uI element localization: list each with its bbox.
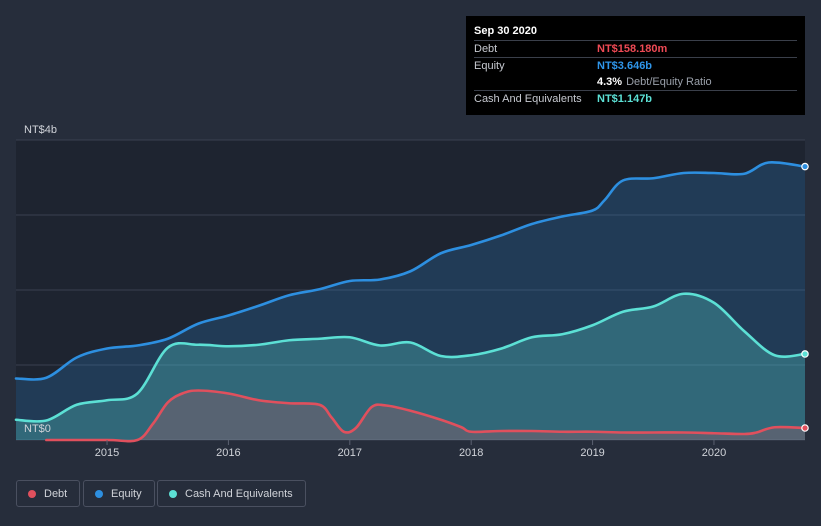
tooltip-debt-label: Debt: [474, 43, 498, 55]
legend-equity-label: Equity: [111, 487, 142, 500]
x-tick-label: 2019: [580, 447, 604, 459]
x-tick-label: 2015: [95, 447, 119, 459]
x-tick-label: 2018: [459, 447, 483, 459]
debt-end-marker: [801, 424, 809, 432]
legend-debt-label: Debt: [44, 487, 68, 500]
tooltip-ratio-label: Debt/Equity Ratio: [626, 76, 712, 88]
end-markers: [801, 162, 809, 432]
tooltip-date: Sep 30 2020: [474, 25, 537, 37]
tooltip-equity-value: NT$3.646b: [597, 60, 653, 72]
tooltip-row-debt: Debt NT$158.180m: [474, 40, 797, 57]
tooltip-cash-value: NT$1.147b: [597, 93, 653, 105]
cash-and-equivalents-area: [16, 293, 805, 440]
legend-equity[interactable]: Equity: [83, 480, 155, 507]
legend-cash-label: Cash And Equivalents: [185, 487, 293, 500]
series-layer: [14, 161, 807, 443]
tooltip-row-ratio: 4.3% Debt/Equity Ratio: [474, 74, 797, 90]
tooltip-debt-value: NT$158.180m: [597, 43, 668, 55]
equity-line: [14, 161, 807, 381]
equity-area: [16, 162, 805, 440]
tooltip-equity-label: Equity: [474, 60, 505, 72]
tooltip-row-cash: Cash And Equivalents NT$1.147b: [474, 90, 797, 107]
cash-dot-icon: [169, 489, 177, 498]
tooltip-ratio-value: 4.3%: [597, 76, 623, 88]
x-tick-label: 2020: [702, 447, 726, 459]
cash-and-equivalents-line: [14, 292, 807, 423]
x-tick-label: 2017: [338, 447, 362, 459]
legend-cash[interactable]: Cash And Equivalents: [157, 480, 306, 507]
tooltip-cash-label: Cash And Equivalents: [474, 93, 582, 105]
x-axis-ticks: 2015 2016 2017 2018 2019 2020: [95, 440, 726, 459]
y-axis-label-top: NT$4b: [24, 124, 57, 136]
debt-dot-icon: [28, 489, 36, 498]
gridlines: [16, 139, 805, 441]
debt-line: [45, 389, 807, 443]
cash-and-equivalents-end-marker: [801, 350, 809, 358]
legend-debt[interactable]: Debt: [16, 480, 81, 507]
equity-end-marker: [801, 162, 809, 171]
tooltip-panel: Sep 30 2020 Debt NT$158.180m Equity NT$3…: [466, 16, 805, 115]
x-tick-label: 2016: [216, 447, 240, 459]
tooltip-row-equity: Equity NT$3.646b: [474, 57, 797, 74]
equity-dot-icon: [95, 489, 103, 498]
y-axis-label-zero: NT$0: [24, 423, 51, 435]
